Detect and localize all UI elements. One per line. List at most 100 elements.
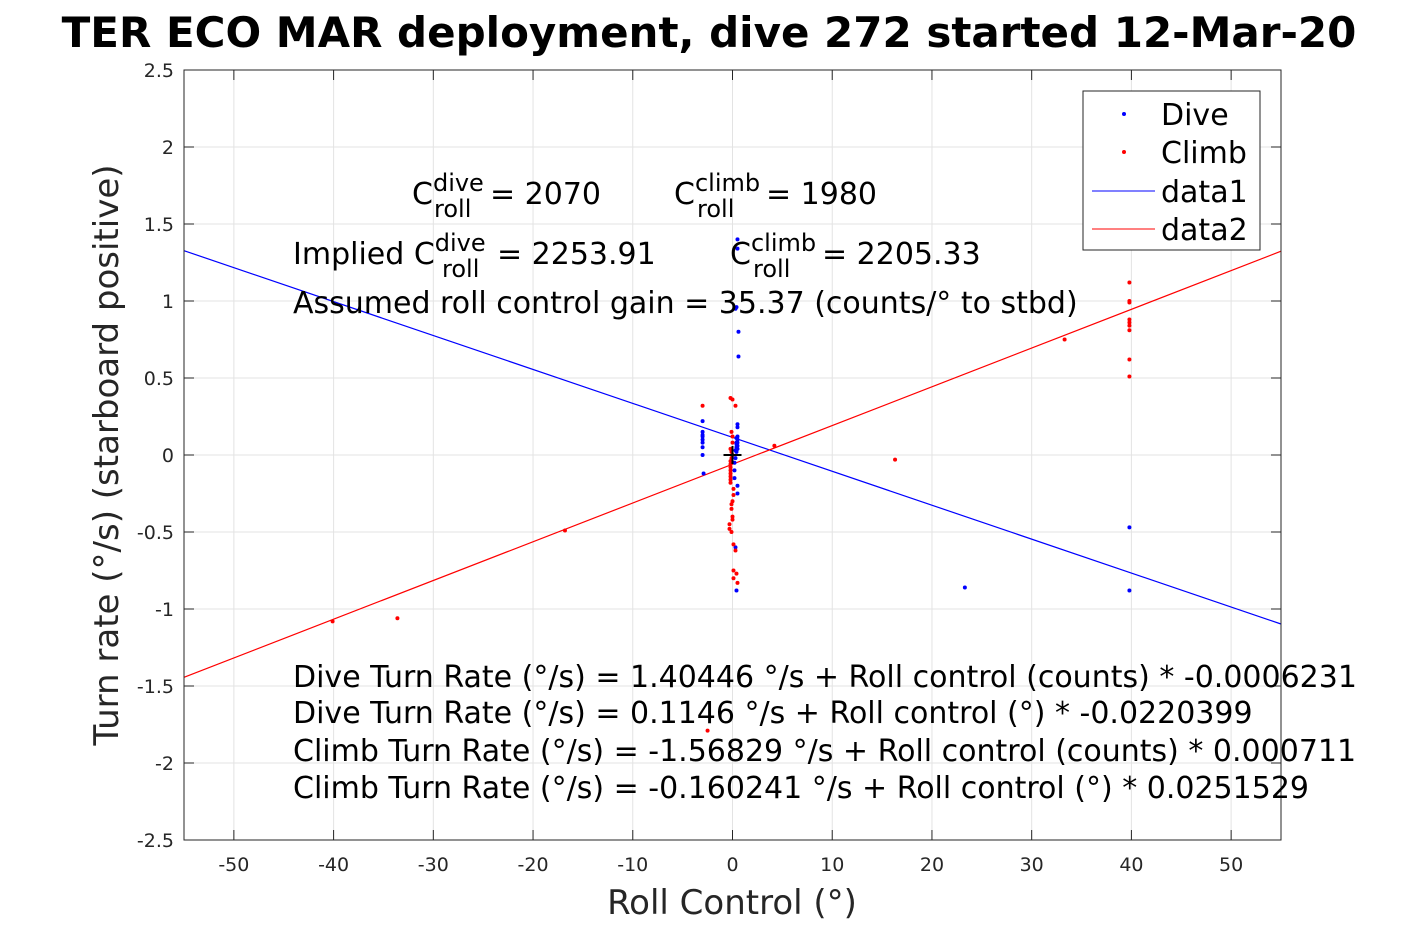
climb-point [1127, 328, 1132, 333]
y-tick-label: -1.5 [137, 676, 174, 698]
y-tick-label: 0 [162, 445, 174, 467]
climb-point [731, 568, 736, 573]
legend-data1-label: data1 [1161, 175, 1248, 210]
dive-point [700, 434, 705, 439]
implied-dive-value: = 2253.91 [497, 237, 656, 272]
svg-text:= 2253.91: = 2253.91 [497, 237, 656, 272]
roll-gain-annotation: Assumed roll control gain = 35.37 (count… [293, 286, 1078, 321]
climb-point [728, 465, 733, 470]
climb-point [730, 397, 735, 402]
legend-data2-label: data2 [1161, 213, 1248, 248]
climb-point [728, 468, 733, 473]
c-roll-annotation: Cdive roll = 2070 Cclimb roll = 1980 [412, 169, 877, 223]
svg-text:Cclimb: Cclimb [730, 229, 816, 272]
y-tick-label: -0.5 [137, 522, 174, 544]
fit-equation-dive-counts: Dive Turn Rate (°/s) = 1.40446 °/s + Rol… [293, 660, 1357, 695]
x-tick-label: 20 [920, 854, 944, 876]
climb-point [734, 571, 739, 576]
climb-point [730, 514, 735, 519]
climb-point [735, 580, 740, 585]
climb-point [730, 499, 735, 504]
dive-point [701, 471, 706, 476]
climb-point [1062, 337, 1067, 342]
climb-point [728, 477, 733, 482]
implied-c-roll-annotation: Implied Cdive roll = 2253.91 Cclimb roll… [293, 229, 981, 283]
climb-point [1127, 300, 1132, 305]
legend: Dive Climb data1 data2 [1082, 90, 1261, 251]
x-tick-label: -30 [418, 854, 449, 876]
c-dive-value: = 2070 [490, 177, 601, 212]
x-tick-label: 40 [1119, 854, 1143, 876]
climb-point [733, 403, 738, 408]
climb-point [562, 528, 567, 533]
climb-point [731, 576, 736, 581]
x-tick-label: 0 [726, 854, 738, 876]
dive-point [736, 329, 741, 334]
climb-point [729, 506, 734, 511]
dive-point [700, 445, 705, 450]
dive-point [733, 456, 738, 461]
legend-climb-label: Climb [1161, 136, 1247, 171]
climb-point [330, 619, 335, 624]
climb-point [733, 548, 738, 553]
svg-text:roll: roll [434, 195, 471, 223]
dive-point [732, 468, 737, 473]
x-tick-label: -20 [518, 854, 549, 876]
implied-climb-prefix: C [730, 237, 751, 272]
climb-point [395, 616, 400, 621]
climb-point [727, 526, 732, 531]
svg-text:roll: roll [753, 255, 790, 283]
y-axis-label: Turn rate (°/s) (starboard positive) [87, 164, 127, 746]
y-tick-label: 2 [162, 137, 174, 159]
climb-point [1127, 357, 1132, 362]
dive-point [734, 442, 739, 447]
x-tick-label: -10 [617, 854, 648, 876]
climb-point [731, 486, 736, 491]
y-tick-label: 0.5 [144, 368, 174, 390]
climb-point [728, 471, 733, 476]
climb-point [893, 457, 898, 462]
svg-text:roll: roll [697, 195, 734, 223]
legend-dive-marker [1122, 112, 1126, 116]
climb-point [1127, 374, 1132, 379]
dive-point [736, 354, 741, 359]
c-dive-prefix: C [412, 177, 433, 212]
dive-point [735, 483, 740, 488]
climb-point [772, 443, 777, 448]
svg-text:Cdive: Cdive [412, 169, 484, 212]
dive-point [733, 545, 738, 550]
climb-point [705, 728, 710, 733]
c-climb-value: = 1980 [766, 177, 877, 212]
dive-point [734, 588, 739, 593]
dive-point [735, 246, 740, 251]
fit-equation-dive-degrees: Dive Turn Rate (°/s) = 0.1146 °/s + Roll… [293, 696, 1253, 731]
dive-point [1127, 588, 1132, 593]
legend-climb-marker [1122, 150, 1126, 154]
dive-point [962, 585, 967, 590]
dive-point [734, 445, 739, 450]
dive-point [735, 237, 740, 242]
x-axis-label: Roll Control (°) [607, 883, 857, 923]
climb-point [729, 429, 734, 434]
y-tick-label: 2.5 [144, 60, 174, 82]
dive-point [732, 476, 737, 481]
c-dive-sub: roll [434, 195, 471, 223]
svg-text:roll: roll [442, 255, 479, 283]
climb-point [1127, 317, 1132, 322]
legend-box [1082, 90, 1261, 251]
dive-point [735, 422, 740, 427]
fit-equation-climb-counts: Climb Turn Rate (°/s) = -1.56829 °/s + R… [293, 734, 1356, 769]
c-climb-sub: roll [697, 195, 734, 223]
climb-point [1127, 323, 1132, 328]
climb-point [729, 530, 734, 534]
dive-point [735, 491, 740, 496]
climb-point [1127, 320, 1132, 325]
legend-dive-label: Dive [1161, 98, 1229, 133]
c-climb-prefix: C [674, 177, 695, 212]
x-tick-label: 10 [820, 854, 844, 876]
dive-point [1127, 525, 1132, 530]
dive-point [700, 437, 705, 442]
chart-title: TER ECO MAR deployment, dive 272 started… [62, 8, 1357, 57]
fit-equations: Dive Turn Rate (°/s) = 1.40446 °/s + Rol… [293, 660, 1357, 806]
